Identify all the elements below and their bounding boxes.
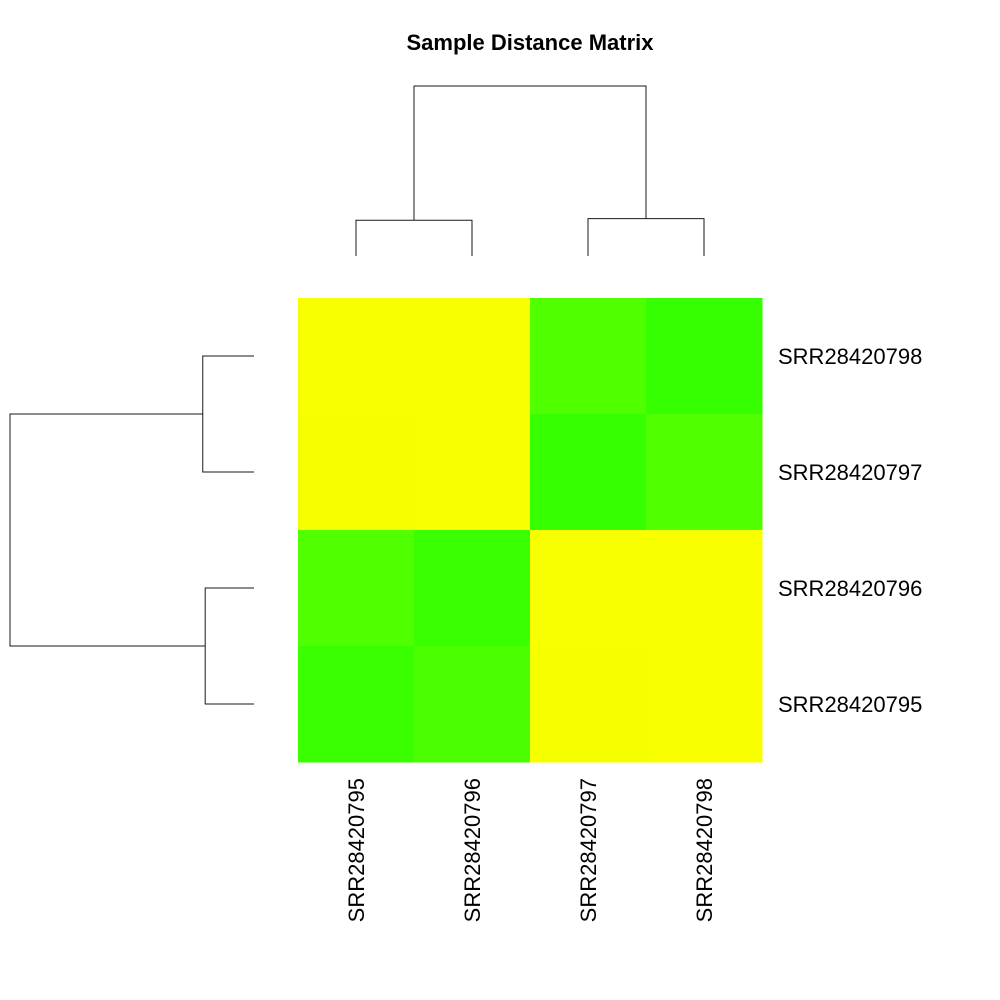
heatmap-cell xyxy=(298,298,415,415)
heatmap-cell xyxy=(530,530,647,647)
heatmap-cell xyxy=(646,646,763,763)
column-dendrogram xyxy=(355,85,705,256)
dendrogram-branch xyxy=(355,219,473,256)
dendrogram-branch xyxy=(587,218,705,256)
column-labels: SRR28420795 SRR28420796 SRR28420797 SRR2842… xyxy=(344,778,717,922)
dendrogram-branch xyxy=(413,85,647,221)
heatmap-cell xyxy=(646,414,763,531)
heatmap-cell xyxy=(530,298,647,415)
row-label: SRR28420798 xyxy=(778,344,922,369)
heatmap-cell xyxy=(530,414,647,531)
heatmap-cell xyxy=(298,414,415,531)
row-label: SRR28420795 xyxy=(778,692,922,717)
heatmap-cell xyxy=(298,646,415,763)
heatmap-cell xyxy=(298,530,415,647)
row-dendrogram xyxy=(9,355,254,705)
heatmap-cell xyxy=(414,530,531,647)
dendrogram-branch xyxy=(204,587,254,705)
heatmap-cell xyxy=(530,646,647,763)
heatmap-cell xyxy=(414,414,531,531)
column-label: SRR28420797 xyxy=(576,778,601,922)
column-label: SRR28420798 xyxy=(692,778,717,922)
heatmap-cell xyxy=(646,530,763,647)
heatmap-cell xyxy=(414,646,531,763)
dendrogram-branch xyxy=(202,355,254,473)
row-labels: SRR28420798 SRR28420797 SRR28420796 SRR2842… xyxy=(778,344,922,717)
chart-title: Sample Distance Matrix xyxy=(407,30,655,55)
column-label: SRR28420795 xyxy=(344,778,369,922)
dendrogram-branch xyxy=(9,413,206,647)
row-label: SRR28420796 xyxy=(778,576,922,601)
heatmap-cell xyxy=(646,298,763,415)
column-label: SRR28420796 xyxy=(460,778,485,922)
heatmap-cell xyxy=(414,298,531,415)
heatmap-cells xyxy=(298,298,763,763)
row-label: SRR28420797 xyxy=(778,460,922,485)
